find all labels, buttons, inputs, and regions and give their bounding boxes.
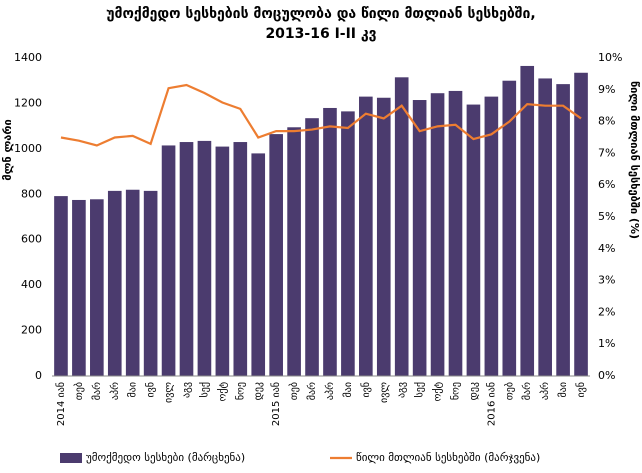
x-tick-label: მაი bbox=[342, 382, 354, 397]
legend-swatch bbox=[60, 453, 82, 463]
bar bbox=[287, 127, 301, 377]
y-tick-label: 0 bbox=[35, 369, 42, 382]
y2-tick-label: 10% bbox=[598, 51, 622, 64]
bar bbox=[484, 96, 499, 376]
legend-label: წილი მთლიან სესხებში (მარჯვენა) bbox=[356, 451, 540, 464]
bar bbox=[394, 77, 409, 377]
bar bbox=[197, 140, 212, 376]
y2-tick-label: 0% bbox=[598, 369, 615, 382]
x-tick-label: 2014 იან bbox=[55, 382, 67, 426]
x-tick-label: სექ bbox=[414, 382, 426, 397]
y-tick-label: 400 bbox=[21, 278, 42, 291]
y-tick-label: 1400 bbox=[14, 51, 42, 64]
bar bbox=[215, 146, 230, 376]
x-tick-label: ივნ bbox=[575, 382, 587, 398]
x-tick-label: აპრ bbox=[324, 382, 336, 400]
x-tick-label: ივლ bbox=[379, 382, 390, 403]
y2-tick-label: 4% bbox=[598, 242, 615, 255]
y-tick-label: 800 bbox=[21, 187, 42, 200]
bar bbox=[72, 199, 86, 376]
x-tick-label: ოქტ bbox=[216, 382, 228, 402]
y2-tick-label: 5% bbox=[598, 210, 615, 223]
y2-tick-label: 8% bbox=[598, 115, 615, 128]
x-tick-label: ივნ bbox=[145, 382, 157, 398]
bar bbox=[376, 97, 391, 376]
x-tick-label: სექ bbox=[198, 382, 210, 397]
x-tick-label: ივლ bbox=[164, 382, 175, 403]
y-tick-label: 600 bbox=[21, 233, 42, 246]
x-tick-label: მარ bbox=[521, 382, 533, 400]
y2-tick-label: 7% bbox=[598, 146, 615, 159]
x-tick-label: აგვ bbox=[397, 382, 408, 398]
y2-axis-title: წილი მთლიან სესხებში (%) bbox=[628, 81, 641, 239]
y-tick-label: 1200 bbox=[14, 96, 42, 109]
bar bbox=[448, 90, 463, 376]
x-tick-label: ოქტ bbox=[432, 382, 444, 402]
x-tick-label: მაი bbox=[127, 382, 139, 397]
bar bbox=[233, 142, 248, 376]
y2-tick-label: 9% bbox=[598, 83, 615, 96]
y2-tick-label: 3% bbox=[598, 274, 615, 287]
bar bbox=[341, 111, 355, 376]
y-tick-label: 200 bbox=[21, 324, 42, 337]
bar bbox=[305, 118, 319, 376]
bar bbox=[520, 65, 535, 376]
bar bbox=[90, 199, 104, 376]
bar bbox=[143, 190, 158, 376]
x-tick-label: მაი bbox=[557, 382, 569, 397]
x-tick-label: თებ bbox=[73, 382, 85, 400]
bar bbox=[54, 196, 68, 376]
x-tick-label: ნოე bbox=[450, 382, 462, 400]
bar bbox=[538, 78, 552, 376]
x-tick-label: აგვ bbox=[182, 382, 193, 398]
bar bbox=[502, 80, 517, 376]
y-axis-title: მლნ ლარი bbox=[1, 119, 14, 180]
x-tick-label: მარ bbox=[306, 382, 318, 400]
y2-tick-label: 1% bbox=[598, 337, 615, 350]
x-tick-label: ნოე bbox=[234, 382, 246, 400]
bar bbox=[466, 104, 481, 377]
line bbox=[60, 83, 582, 147]
x-tick-label: მარ bbox=[91, 382, 103, 400]
bar bbox=[251, 153, 266, 376]
chart-subtitle: 2013-16 I-II კვ bbox=[265, 26, 376, 42]
bar bbox=[323, 107, 337, 376]
x-tick-label: 2016 იან bbox=[485, 382, 497, 426]
x-tick-label: დეკ bbox=[253, 382, 264, 400]
y-tick-label: 1000 bbox=[14, 142, 42, 155]
x-tick-label: თებ bbox=[503, 382, 515, 400]
bar bbox=[125, 189, 140, 376]
x-tick-label: თებ bbox=[288, 382, 300, 400]
bar bbox=[161, 145, 176, 376]
bar bbox=[269, 134, 283, 376]
y2-tick-label: 2% bbox=[598, 305, 615, 318]
x-tick-label: დეკ bbox=[468, 382, 479, 400]
bar bbox=[412, 100, 427, 377]
bar bbox=[179, 142, 194, 376]
chart-title: უმოქმედო სესხების მოცულობა და წილი მთლია… bbox=[106, 6, 536, 22]
y2-tick-label: 6% bbox=[598, 178, 615, 191]
legend-label: უმოქმედო სესხები (მარცხენა) bbox=[86, 451, 245, 464]
bar bbox=[359, 96, 373, 376]
bar bbox=[430, 93, 445, 376]
x-tick-label: აპრ bbox=[109, 382, 121, 400]
bar bbox=[556, 84, 570, 376]
bar bbox=[107, 190, 122, 376]
x-tick-label: 2015 იან bbox=[270, 382, 282, 426]
bar bbox=[574, 72, 588, 376]
x-tick-label: აპრ bbox=[539, 382, 551, 400]
x-tick-label: ივნ bbox=[360, 382, 372, 398]
